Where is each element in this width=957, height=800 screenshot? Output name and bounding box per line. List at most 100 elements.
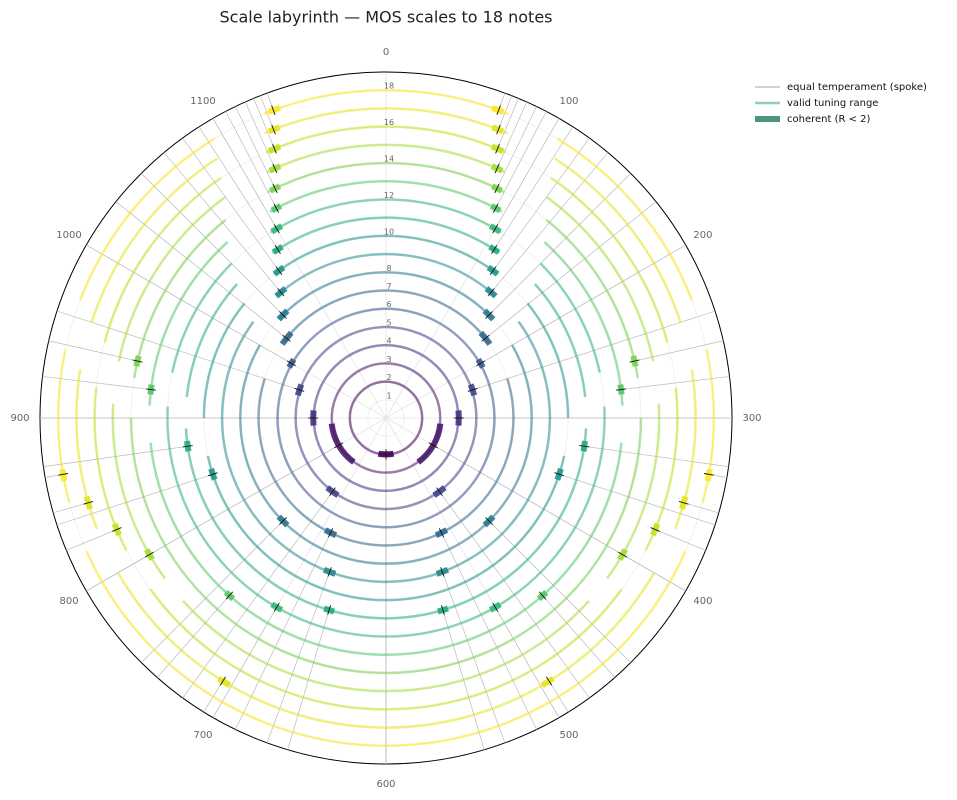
r-tick-label: 16 xyxy=(384,118,394,127)
theta-tick-label: 200 xyxy=(693,230,712,241)
et-spoke xyxy=(212,607,278,718)
r-tick-label: 5 xyxy=(386,318,391,327)
et-spoke xyxy=(683,502,719,514)
et-tick xyxy=(327,528,334,538)
tuning-range xyxy=(385,307,496,529)
et-spoke xyxy=(559,473,716,526)
et-tick xyxy=(618,551,628,558)
tuning-range xyxy=(385,252,497,298)
et-tick xyxy=(579,445,590,448)
et-tick xyxy=(495,144,500,154)
et-tick xyxy=(496,105,501,116)
et-spoke xyxy=(488,173,631,316)
et-tick xyxy=(273,203,280,213)
tuning-range xyxy=(385,455,566,602)
tuning-range xyxy=(273,234,387,276)
tuning-range xyxy=(673,369,697,530)
tuning-range xyxy=(526,302,570,419)
tuning-range xyxy=(385,362,442,474)
tuning-range xyxy=(90,157,219,323)
tuning-range xyxy=(385,234,499,276)
r-tick-label: 8 xyxy=(386,264,391,273)
et-tick xyxy=(207,472,218,477)
tuning-range xyxy=(539,262,601,373)
et-tick xyxy=(58,473,69,476)
et-tick xyxy=(481,334,490,342)
et-spoke xyxy=(655,529,706,551)
theta-tick-label: 600 xyxy=(376,779,395,790)
et-tick xyxy=(546,676,553,686)
tuning-range xyxy=(78,137,216,301)
tuning-range xyxy=(149,442,387,656)
tuning-range xyxy=(117,195,227,362)
tuning-range xyxy=(184,428,387,620)
tuning-range xyxy=(103,176,222,343)
tuning-range xyxy=(266,143,387,174)
r-tick-label: 7 xyxy=(386,282,391,291)
et-tick xyxy=(554,472,565,477)
et-spoke xyxy=(495,111,547,209)
coherent-range xyxy=(491,124,505,135)
tuning-range xyxy=(385,380,424,456)
coherent-range xyxy=(540,675,555,688)
tuning-range xyxy=(166,406,387,638)
tuning-range xyxy=(348,380,387,456)
tuning-range xyxy=(263,88,387,116)
et-tick xyxy=(496,124,501,135)
coherent-range xyxy=(59,468,68,482)
chart-title: Scale labyrinth — MOS scales to 18 notes xyxy=(219,8,552,27)
r-tick-label: 4 xyxy=(386,337,391,346)
et-tick xyxy=(132,359,143,363)
tuning-range xyxy=(171,262,233,373)
tuning-range xyxy=(385,344,533,565)
legend: equal temperament (spoke) valid tuning r… xyxy=(755,82,927,125)
coherent-range xyxy=(267,105,281,115)
et-tick xyxy=(273,224,280,234)
et-tick xyxy=(678,501,689,505)
coherent-range xyxy=(267,124,281,135)
tuning-range xyxy=(385,289,490,343)
tuning-range xyxy=(385,588,623,711)
r-tick-label: 6 xyxy=(386,300,391,309)
tuning-range xyxy=(385,406,606,638)
tuning-range xyxy=(385,417,643,675)
theta-tick-label: 800 xyxy=(59,596,78,607)
theta-tick-label: 900 xyxy=(10,413,29,424)
et-spoke xyxy=(86,244,292,364)
et-tick xyxy=(329,487,336,496)
tuning-range xyxy=(330,362,387,474)
tuning-range xyxy=(278,271,387,320)
tuning-range xyxy=(385,325,478,511)
tuning-range xyxy=(85,550,387,748)
et-tick xyxy=(275,266,283,275)
tuning-range xyxy=(270,198,387,234)
et-tick xyxy=(538,591,547,600)
tuning-range xyxy=(265,125,387,154)
tuning-range xyxy=(385,198,502,234)
et-tick xyxy=(272,144,277,154)
r-tick-label: 10 xyxy=(384,227,394,236)
tuning-range xyxy=(129,417,387,675)
tuning-range xyxy=(385,599,590,693)
tuning-range xyxy=(148,241,229,406)
et-spoke xyxy=(141,173,284,316)
et-tick xyxy=(492,224,499,234)
tuning-range xyxy=(385,125,507,154)
theta-tick-label: 0 xyxy=(383,47,389,58)
et-tick xyxy=(650,527,660,532)
legend-label: equal temperament (spoke) xyxy=(787,82,927,93)
et-tick xyxy=(282,334,291,342)
theta-tick-label: 1100 xyxy=(190,96,215,107)
tuning-range xyxy=(385,428,588,620)
et-tick xyxy=(112,527,122,532)
et-spoke xyxy=(141,520,284,663)
et-spoke xyxy=(493,126,574,250)
et-tick xyxy=(428,442,438,449)
et-tick xyxy=(485,517,493,525)
et-tick xyxy=(279,311,287,319)
et-spoke xyxy=(496,101,528,169)
et-tick xyxy=(182,445,193,448)
tuning-range xyxy=(294,325,387,511)
et-tick xyxy=(492,602,499,612)
